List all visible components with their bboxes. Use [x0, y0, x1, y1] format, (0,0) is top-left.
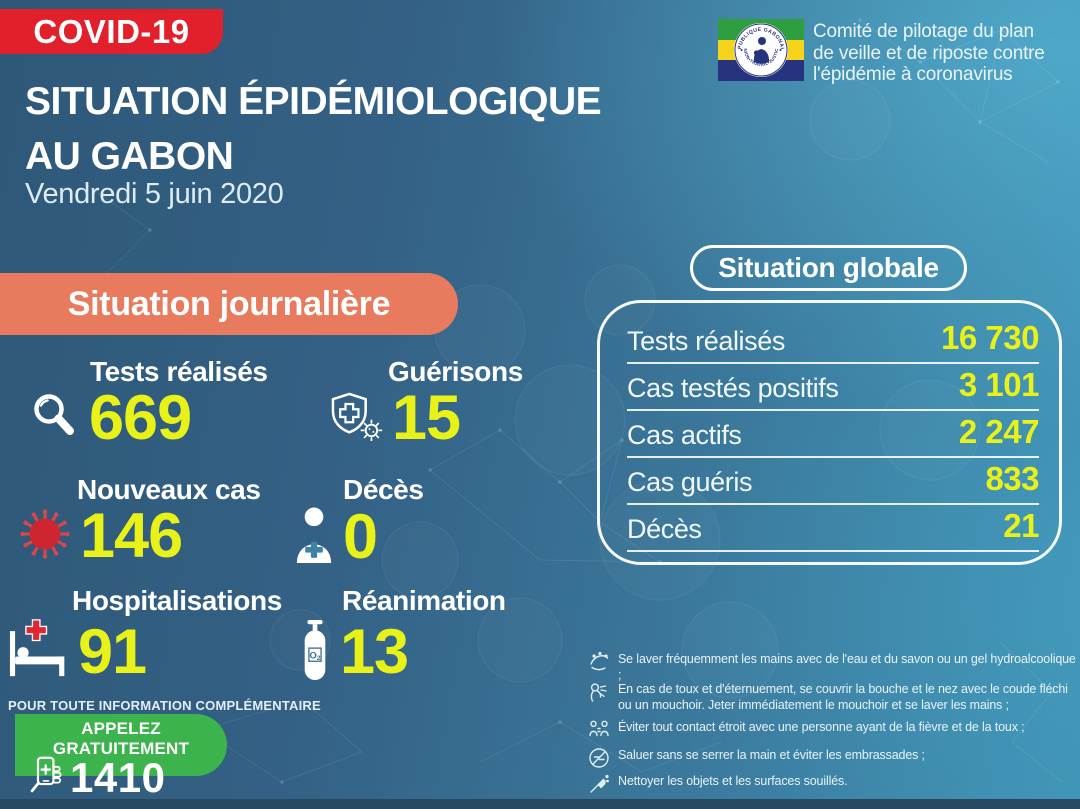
phone-call-icon: [29, 755, 67, 800]
global-row-value: 833: [985, 460, 1039, 497]
hotline-badge: APPELEZ GRATUITEMENT 1410: [15, 714, 227, 798]
guideline-text: Se laver fréquemment les mains avec de l…: [618, 652, 1076, 682]
committee-line: de veille et de riposte contre: [813, 42, 1045, 64]
stat-label: Hospitalisations: [72, 585, 282, 616]
report-date: Vendredi 5 juin 2020: [25, 178, 284, 210]
stat-value: 13: [340, 616, 409, 687]
global-row-value: 21: [1003, 507, 1039, 544]
global-row-value: 16 730: [941, 319, 1039, 356]
svg-text:O2: O2: [310, 650, 321, 661]
hospital-bed-icon: [8, 618, 70, 683]
guideline-text: Saluer sans se serrer la main et éviter …: [618, 748, 925, 762]
stat-value: 15: [392, 383, 461, 453]
global-row-value: 3 101: [958, 366, 1040, 403]
seal-mother-figure: [740, 37, 782, 64]
bottom-edge-bar: [0, 799, 1080, 809]
committee-line: l'épidémie à coronavirus: [813, 64, 1013, 85]
guideline-item: Nettoyer les objets et les surfaces soui…: [588, 773, 1080, 800]
stat-new-cases: Nouveaux cas: [18, 474, 261, 567]
page-title-line1: SITUATION ÉPIDÉMIOLOGIQUE: [25, 80, 602, 123]
guideline-item: Se laver fréquemment les mains avec de l…: [588, 651, 1080, 683]
global-row-positives: Cas testés positifs 3 101: [627, 364, 1040, 411]
stat-label: Réanimation: [342, 585, 506, 616]
stat-label: Tests réalisés: [90, 356, 268, 387]
guideline-text: Nettoyer les objets et les surfaces soui…: [618, 774, 848, 788]
hotline-number: 1410: [70, 753, 166, 801]
committee-line: Comité de pilotage du plan: [813, 21, 1034, 42]
surface-cleaning-icon: [588, 773, 610, 800]
virus-icon: [18, 507, 72, 566]
global-row-active: Cas actifs 2 247: [627, 411, 1040, 458]
global-row-label: Cas guéris: [627, 467, 753, 497]
page-title-line2: AU GABON: [25, 135, 234, 178]
stat-hospitalisations: Hospitalisations 91: [8, 585, 282, 688]
gabon-seal-icon: RÉPUBLIQUE GABONAISE UNION•TRAVAIL•JUSTI…: [731, 16, 789, 78]
hotline-cta: APPELEZ GRATUITEMENT: [52, 719, 190, 758]
committee-caption: Comité de pilotage du plan de veille et …: [813, 21, 1045, 86]
global-row-label: Tests réalisés: [627, 326, 785, 356]
guideline-text: En cas de toux et d'éternuement, se couv…: [618, 682, 1068, 712]
global-row-label: Cas actifs: [627, 420, 742, 450]
guideline-item: Éviter tout contact étroit avec une pers…: [588, 719, 1080, 746]
stat-label: Nouveaux cas: [77, 474, 261, 505]
shield-cross-virus-icon: [328, 391, 386, 446]
global-section-title: Situation globale: [690, 245, 967, 291]
global-row-value: 2 247: [958, 413, 1040, 450]
info-note: POUR TOUTE INFORMATION COMPLÉMENTAIRE: [8, 698, 321, 713]
stat-value: 669: [89, 383, 192, 453]
oxygen-tank-icon: O2: [300, 618, 330, 687]
stat-recoveries: Guérisons 15: [328, 356, 523, 449]
global-row-recovered: Cas guéris 833: [627, 458, 1039, 505]
stat-intensive-care: Réanimation O2 13: [300, 585, 506, 687]
hand-washing-icon: [588, 651, 610, 683]
global-stats-panel: Tests réalisés 16 730 Cas testés positif…: [597, 300, 1062, 565]
social-distance-icon: [588, 719, 610, 746]
guideline-text: Éviter tout contact étroit avec une pers…: [618, 720, 1025, 734]
magnifier-icon: [28, 390, 80, 447]
deceased-person-icon: [293, 507, 335, 568]
stat-value: 91: [78, 617, 147, 688]
guideline-item: Saluer sans se serrer la main et éviter …: [588, 747, 1080, 774]
global-row-label: Décès: [627, 514, 702, 544]
stat-deaths: Décès 0: [293, 474, 424, 568]
cough-etiquette-icon: [588, 681, 610, 713]
daily-section-title: Situation journalière: [0, 273, 458, 335]
global-row-tests: Tests réalisés 16 730: [627, 317, 1039, 364]
no-handshake-icon: [588, 747, 610, 774]
stat-value: 0: [343, 501, 378, 572]
guideline-item: En cas de toux et d'éternuement, se couv…: [588, 681, 1080, 713]
stat-label: Décès: [343, 474, 424, 505]
covid19-badge: COVID-19: [0, 9, 223, 54]
stat-value: 146: [80, 501, 183, 571]
global-row-deaths: Décès 21: [627, 505, 1039, 552]
stat-tests: Tests réalisés 669: [28, 356, 268, 449]
stat-label: Guérisons: [388, 356, 523, 387]
global-row-label: Cas testés positifs: [627, 373, 839, 403]
